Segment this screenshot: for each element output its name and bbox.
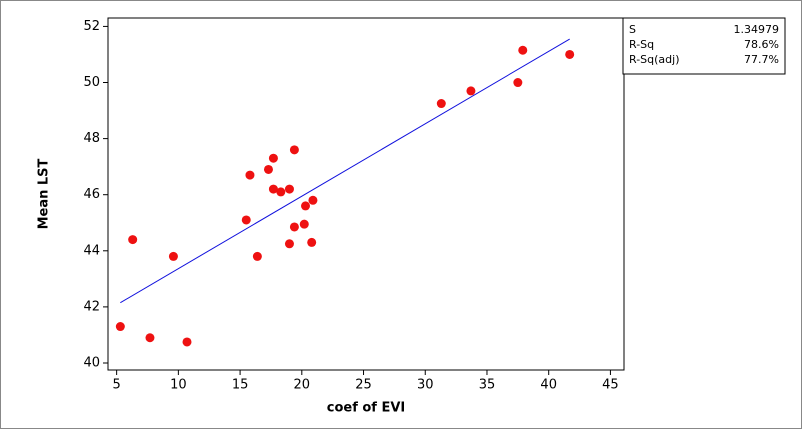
point [263, 164, 273, 174]
point [241, 215, 251, 225]
point [301, 201, 311, 211]
point [252, 251, 262, 261]
point [268, 153, 278, 163]
point [284, 184, 294, 194]
x-tick-label: 5 [113, 378, 121, 393]
point [307, 237, 317, 247]
stat-name: S [629, 23, 636, 36]
point [289, 145, 299, 155]
point [182, 337, 192, 347]
x-tick-label: 25 [355, 378, 372, 393]
point [289, 222, 299, 232]
point [466, 86, 476, 96]
point [168, 251, 178, 261]
y-axis-title: Mean LST [37, 158, 52, 229]
y-tick-label: 46 [83, 187, 100, 202]
stat-value: 78.6% [744, 38, 779, 51]
stat-value: 1.34979 [734, 23, 780, 36]
point [284, 239, 294, 249]
y-tick-label: 52 [83, 19, 100, 34]
point [436, 99, 446, 109]
point [513, 78, 523, 88]
point [245, 170, 255, 180]
x-axis-title: coef of EVI [327, 401, 406, 416]
x-tick-label: 45 [602, 378, 619, 393]
plot-area [107, 17, 625, 371]
stats-box [622, 17, 786, 75]
y-tick-label: 42 [83, 299, 100, 314]
fit-line [120, 38, 570, 304]
point [115, 322, 125, 332]
point [565, 49, 575, 59]
y-tick-label: 44 [83, 243, 100, 258]
x-tick-label: 20 [294, 378, 311, 393]
y-tick-label: 48 [83, 131, 100, 146]
x-tick-label: 40 [540, 378, 557, 393]
point [518, 45, 528, 55]
point [299, 219, 309, 229]
point [276, 187, 286, 197]
x-tick-label: 30 [417, 378, 434, 393]
stat-value: 77.7% [744, 53, 779, 66]
x-tick-label: 15 [232, 378, 249, 393]
point [308, 195, 318, 205]
y-tick-label: 40 [83, 355, 100, 370]
stat-name: R-Sq [629, 38, 654, 51]
point [128, 235, 138, 245]
y-tick-label: 50 [83, 75, 100, 90]
point [268, 184, 278, 194]
x-tick-label: 10 [170, 378, 187, 393]
x-tick-label: 35 [479, 378, 496, 393]
point [145, 333, 155, 343]
stat-name: R-Sq(adj) [629, 53, 680, 66]
